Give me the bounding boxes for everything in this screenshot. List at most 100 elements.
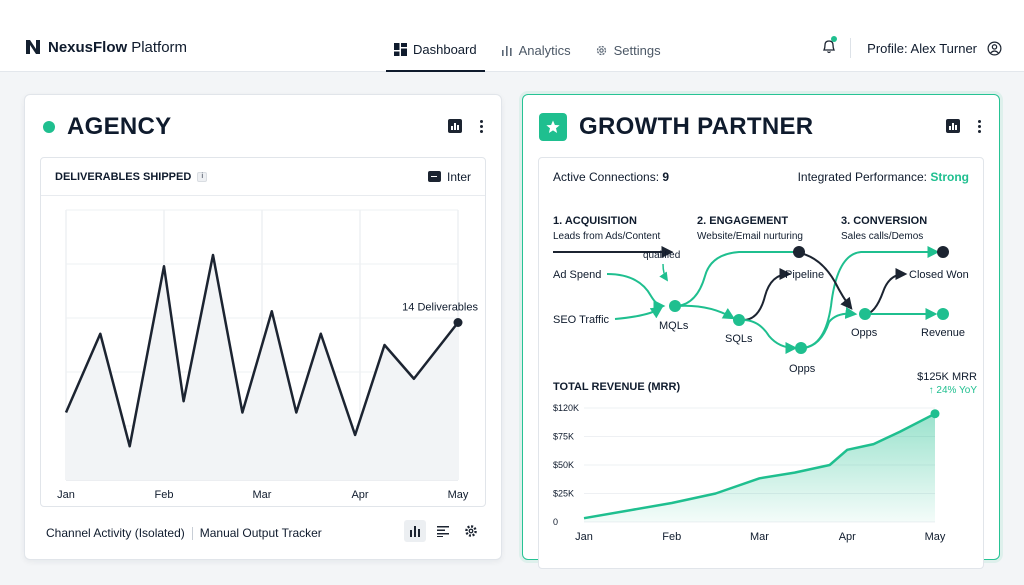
inter-toggle-icon (427, 171, 441, 182)
stage-acquisition-subtitle: Leads from Ads/Content (553, 231, 661, 242)
y-tick-label: $50K (553, 460, 574, 470)
stage-conversion-subtitle: Sales calls/Demos (841, 231, 923, 242)
status-dot (43, 121, 55, 133)
seo-label: SEO Traffic (553, 314, 610, 326)
nexusflow-logo-icon (26, 40, 40, 54)
agency-title-row: AGENCY (41, 113, 171, 141)
nav-settings[interactable]: Settings (587, 28, 669, 72)
agency-title: AGENCY (67, 113, 172, 140)
footer-manual-tracker: Manual Output Tracker (199, 526, 322, 540)
nav-dashboard[interactable]: Dashboard (386, 28, 485, 72)
star-icon (546, 120, 560, 133)
engagement-to-opps-flow (802, 306, 858, 349)
growth-card: Active Connections: 9 Integrated Perform… (538, 157, 984, 569)
list-icon (437, 526, 449, 537)
integrated-performance-label: Integrated Performance: (797, 170, 927, 184)
bar-chart-icon (410, 526, 420, 537)
grid-icon (394, 42, 407, 56)
conversion-node (937, 246, 949, 258)
star-badge (539, 113, 567, 141)
stage-acquisition-title: 1. ACQUISITION (553, 215, 637, 227)
mqls-node (669, 300, 681, 312)
active-connections-value: 9 (662, 170, 670, 184)
deliverables-line-chart: 14 Deliverables Jan Feb Mar Apr May (57, 209, 478, 501)
footer-channel-activity: Channel Activity (Isolated) (46, 526, 185, 540)
x-tick-label: May (925, 531, 946, 543)
user-avatar-icon[interactable] (987, 41, 1002, 56)
opps-right-node (859, 308, 871, 320)
deliverables-card-header: DELIVERABLES SHIPPED i Inter (41, 158, 485, 196)
chart-view-button[interactable] (946, 119, 960, 133)
ad-spend-label: Ad Spend (553, 269, 601, 281)
main-nav: Dashboard Analytics Settings (386, 28, 677, 72)
list-view-button[interactable] (432, 520, 454, 542)
nav-analytics[interactable]: Analytics (493, 28, 579, 72)
mqls-label: MQLs (659, 320, 689, 332)
revenue-growth: ↑ 24% YoY (929, 385, 978, 396)
deliverables-title: DELIVERABLES SHIPPED (55, 170, 192, 183)
x-tick-label: Feb (662, 531, 681, 543)
active-connections: Active Connections: 9 (553, 170, 669, 184)
nav-analytics-label: Analytics (518, 42, 571, 58)
deliverables-title-wrap: DELIVERABLES SHIPPED i (55, 170, 208, 183)
partner-actions (946, 119, 981, 133)
sqls-label: SQLs (725, 333, 753, 345)
x-tick-label: Mar (253, 489, 272, 501)
gear-icon (596, 45, 606, 55)
bar-chart-view-button[interactable] (404, 520, 426, 542)
settings-button[interactable] (460, 520, 482, 542)
brand-name: NexusFlow (48, 38, 128, 56)
growth-partner-panel: GROWTH PARTNER Active Connections: 9 Int… (522, 94, 1000, 569)
nav-dashboard-label: Dashboard (413, 41, 477, 57)
info-icon[interactable]: i (197, 171, 208, 182)
chart-view-button[interactable] (448, 119, 462, 133)
revenue-area (584, 413, 935, 522)
growth-card-header: Active Connections: 9 Integrated Perform… (539, 158, 983, 196)
stage-engagement-title: 2. ENGAGEMENT (697, 215, 788, 227)
x-tick-label: May (448, 489, 469, 501)
engagement-dark-flow (792, 251, 853, 310)
deliverables-card: DELIVERABLES SHIPPED i Inter 14 Delivera… (40, 157, 486, 507)
more-options-icon[interactable] (480, 119, 483, 133)
deliverables-annotation: 14 Deliverables (402, 302, 478, 314)
revenue-callout: $125K MRR (917, 372, 977, 383)
agency-footer: Channel Activity (Isolated) Manual Outpu… (46, 520, 482, 542)
inter-toggle[interactable]: Inter (427, 169, 471, 184)
revenue-chart-title: TOTAL REVENUE (MRR) (553, 381, 680, 393)
qualified-label: qualified (643, 250, 680, 261)
qualified-arrow (659, 263, 668, 282)
header-divider (850, 38, 852, 58)
more-options-icon[interactable] (978, 119, 981, 133)
inter-toggle-label: Inter (446, 169, 471, 184)
revenue-point (930, 409, 940, 419)
brand-suffix: Platform (131, 38, 188, 56)
profile-label[interactable]: Profile: Alex Turner (867, 40, 977, 56)
agency-panel: AGENCY DELIVERABLES SHIPPED i Inter 14 D… (24, 94, 502, 560)
bars-icon (501, 46, 512, 56)
x-tick-label: Feb (155, 489, 174, 501)
stage-engagement-subtitle: Website/Email nurturing (697, 231, 803, 242)
notifications-button[interactable] (822, 36, 838, 57)
y-tick-label: 0 (553, 517, 558, 527)
agency-actions (448, 119, 483, 133)
opps-mid-node (795, 342, 807, 354)
funnel-flow-diagram: 1. ACQUISITION Leads from Ads/Content 2.… (553, 215, 969, 375)
user-area: Profile: Alex Turner (822, 36, 1002, 58)
ad-spend-flow (606, 273, 666, 312)
revenue-node (937, 308, 949, 320)
opps-right-label: Opps (851, 327, 878, 339)
pipeline-label: Pipeline (785, 269, 824, 281)
y-tick-label: $120K (553, 403, 579, 413)
gear-icon (465, 525, 477, 537)
opps-mid-label: Opps (789, 363, 816, 375)
y-tick-label: $25K (553, 489, 574, 499)
integrated-performance-value: Strong (930, 170, 969, 184)
mql-to-sql-flow (676, 304, 736, 320)
brand[interactable]: NexusFlow Platform (24, 38, 187, 56)
x-tick-label: Apr (351, 489, 368, 501)
notification-dot (831, 36, 838, 42)
sql-to-opps-flow (742, 319, 798, 354)
y-tick-label: $75K (553, 432, 574, 442)
closed-won-label: Closed Won (909, 269, 969, 281)
integrated-performance: Integrated Performance: Strong (798, 170, 969, 184)
